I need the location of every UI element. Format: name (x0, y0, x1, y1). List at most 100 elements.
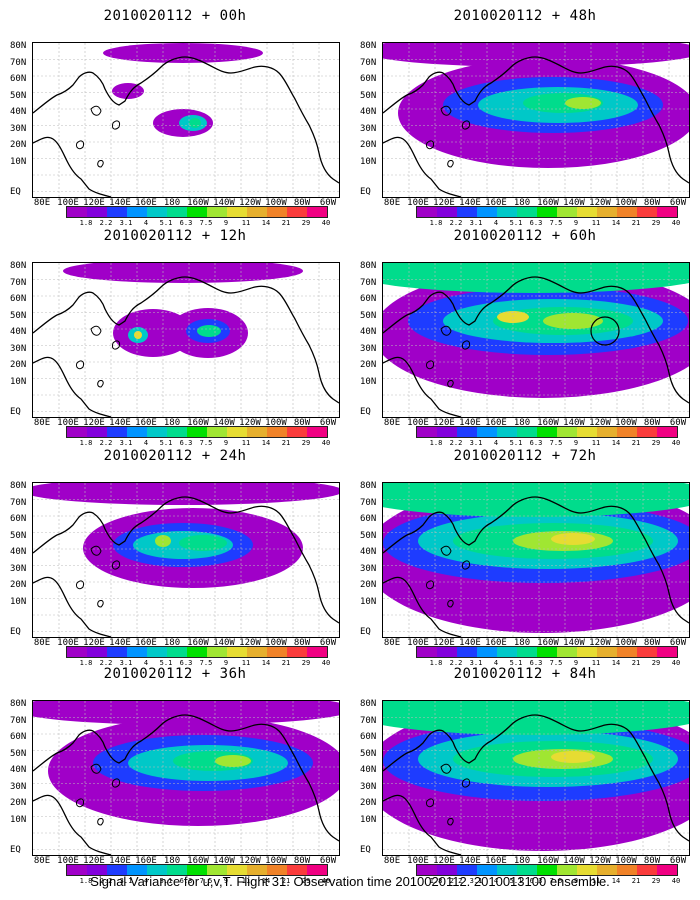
colorbar-swatch (437, 207, 457, 217)
lat-label: 80N (10, 261, 27, 271)
colorbar-value: 2.2 (99, 877, 113, 885)
colorbar-value: 5.1 (159, 877, 173, 885)
variance-field (189, 118, 201, 128)
colorbar-value: 29 (651, 219, 661, 227)
map-plot (32, 262, 340, 418)
colorbar-swatch (417, 647, 437, 657)
colorbar-value: 29 (301, 439, 311, 447)
lat-label: 40N (10, 107, 27, 117)
lon-label: 140E (459, 638, 481, 648)
lon-label: 120E (433, 638, 455, 648)
lon-label: 180 (163, 198, 181, 208)
colorbar-value: 4 (143, 659, 149, 667)
lon-label: 160W (537, 856, 559, 866)
lat-label: 80N (10, 41, 27, 51)
colorbar-swatch (267, 865, 287, 875)
colorbar-swatch (127, 207, 147, 217)
variance-field (179, 535, 227, 551)
variance-field (33, 701, 339, 725)
lon-label: 60W (319, 198, 337, 208)
map-plot (32, 700, 340, 856)
colorbar-swatch (227, 427, 247, 437)
lat-label: 60N (360, 732, 377, 742)
lat-label: 50N (10, 530, 27, 541)
colorbar-value: 40 (671, 219, 681, 227)
colorbar-value: 3.1 (119, 219, 133, 227)
lon-label: 100E (407, 856, 429, 866)
lon-label: 120E (83, 856, 105, 866)
colorbar-value: 7.5 (199, 659, 213, 667)
colorbar-value: 3.1 (469, 877, 483, 885)
islands (426, 763, 470, 826)
lon-label: 100E (407, 638, 429, 648)
lon-label: 120E (433, 418, 455, 428)
lat-label: 40N (10, 327, 27, 337)
colorbar-value: 4 (143, 439, 149, 447)
colorbar-value: 2.2 (99, 439, 113, 447)
lon-label: 180 (513, 418, 531, 428)
lat-label: 70N (10, 277, 27, 288)
colorbar-swatch (87, 647, 107, 657)
lon-label: 180 (513, 198, 531, 208)
lon-label: 180 (163, 856, 181, 866)
variance-field (197, 325, 221, 337)
colorbar-value: 6.3 (179, 659, 193, 667)
colorbar-swatch (147, 207, 167, 217)
lon-label: 140E (109, 198, 131, 208)
colorbar (66, 426, 328, 438)
lon-label: 100E (407, 418, 429, 428)
colorbar-swatch (657, 207, 677, 217)
lon-label: 120E (433, 856, 455, 866)
colorbar-swatch (557, 207, 577, 217)
lon-label: 160W (187, 856, 209, 866)
colorbar-value: 40 (671, 877, 681, 885)
colorbar-value: 29 (301, 877, 311, 885)
lat-label: 30N (10, 781, 27, 792)
colorbar-swatch (147, 865, 167, 875)
colorbar-swatch (497, 427, 517, 437)
colorbar-swatch (617, 865, 637, 875)
colorbar-swatch (227, 647, 247, 657)
colorbar-swatch (597, 207, 617, 217)
lat-label: 70N (360, 57, 377, 68)
colorbar-value: 21 (631, 439, 641, 447)
lon-label: 60W (319, 856, 337, 866)
colorbar-swatch (477, 647, 497, 657)
map-panel: 2010020112 + 12h 80N 70N 60N 50N 40N 30N 20N 10N… (10, 228, 340, 450)
colorbar-value: 7.5 (199, 877, 213, 885)
lat-label: 30N (360, 563, 377, 574)
lon-label: 160W (187, 638, 209, 648)
colorbar-swatch (247, 865, 267, 875)
islands (76, 105, 120, 168)
colorbar (416, 206, 678, 218)
figure-caption: Signal Variance for u,v,T. Flight 31. Ob… (90, 874, 610, 889)
colorbar-swatch (307, 865, 327, 875)
colorbar-swatch (517, 207, 537, 217)
colorbar-value: 6.3 (529, 877, 543, 885)
colorbar-value: 40 (671, 439, 681, 447)
colorbar-swatch (187, 427, 207, 437)
lon-label: 140W (563, 638, 585, 648)
colorbar-value: 6.3 (529, 439, 543, 447)
lat-label: 70N (10, 57, 27, 68)
panel-title: 2010020112 + 60h (453, 228, 597, 244)
colorbar-value: 5.1 (509, 219, 523, 227)
colorbar-value: 21 (281, 219, 291, 227)
lat-label: 80N (360, 41, 377, 51)
colorbar-swatch (227, 207, 247, 217)
colorbar-value: 9 (223, 877, 229, 885)
colorbar-value: 7.5 (549, 659, 563, 667)
colorbar-swatch (537, 647, 557, 657)
lon-label: 80W (293, 638, 311, 648)
islands (426, 105, 470, 168)
lon-label: 140E (109, 856, 131, 866)
lon-label: 80W (293, 198, 311, 208)
lon-label: 120W (239, 638, 261, 648)
colorbar-value: 9 (573, 877, 579, 885)
map-plot (382, 42, 690, 198)
lon-label: 120W (239, 856, 261, 866)
colorbar-swatch (637, 647, 657, 657)
colorbar-value: 21 (281, 877, 291, 885)
coastline (33, 794, 112, 855)
colorbar-value: 11 (591, 659, 601, 667)
